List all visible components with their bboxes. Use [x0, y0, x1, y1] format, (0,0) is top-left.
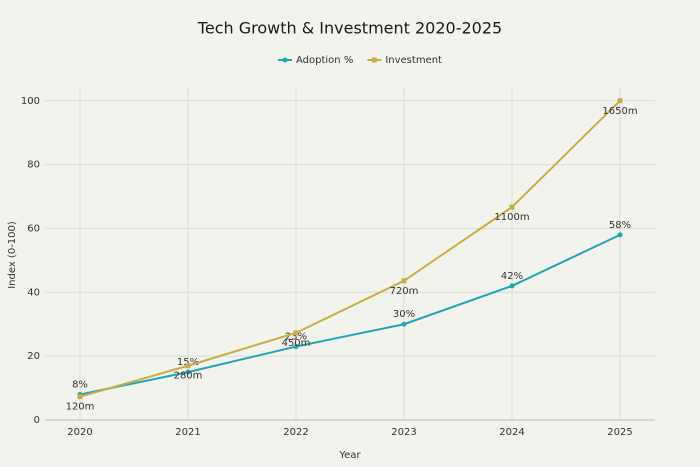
- y-tick-label: 40: [27, 287, 40, 298]
- y-axis-label: Index (0-100): [7, 221, 18, 289]
- y-tick-label: 0: [34, 415, 40, 426]
- series-line: [79, 100, 621, 398]
- data-label: 720m: [390, 286, 419, 297]
- legend-marker: [282, 57, 288, 63]
- data-label: 1100m: [494, 212, 529, 223]
- series-line: [79, 233, 621, 396]
- chart-title: Tech Growth & Investment 2020-2025: [197, 19, 502, 38]
- x-tick-label: 2023: [391, 427, 416, 438]
- y-tick-label: 20: [27, 351, 40, 362]
- data-point: [617, 232, 623, 238]
- data-point: [509, 204, 515, 210]
- data-point: [293, 330, 299, 336]
- x-tick-label: 2020: [67, 427, 92, 438]
- data-point: [401, 278, 407, 284]
- data-point: [293, 344, 299, 350]
- data-label: 8%: [72, 379, 88, 390]
- x-axis-label: Year: [338, 450, 361, 461]
- x-tick-label: 2021: [175, 427, 200, 438]
- data-point: [509, 283, 515, 289]
- x-tick-label: 2025: [607, 427, 632, 438]
- y-tick-label: 100: [21, 96, 40, 107]
- data-point: [77, 394, 83, 400]
- data-point: [617, 98, 623, 104]
- y-tick-label: 60: [27, 223, 40, 234]
- data-label: 42%: [501, 271, 523, 282]
- data-label: 450m: [282, 338, 311, 349]
- data-label: 1650m: [602, 106, 637, 117]
- data-point: [401, 321, 407, 327]
- data-point: [185, 363, 191, 369]
- legend-label: Adoption %: [296, 55, 353, 66]
- data-label: 23%: [285, 332, 307, 343]
- data-label: 15%: [177, 357, 199, 368]
- legend-marker: [371, 57, 377, 63]
- legend-label: Investment: [385, 55, 442, 66]
- data-point: [185, 369, 191, 375]
- data-label: 58%: [609, 220, 631, 231]
- data-label: 30%: [393, 309, 415, 320]
- data-label: 280m: [174, 371, 203, 382]
- x-tick-label: 2022: [283, 427, 308, 438]
- y-tick-label: 80: [27, 160, 40, 171]
- data-label: 120m: [66, 402, 95, 413]
- x-tick-label: 2024: [499, 427, 524, 438]
